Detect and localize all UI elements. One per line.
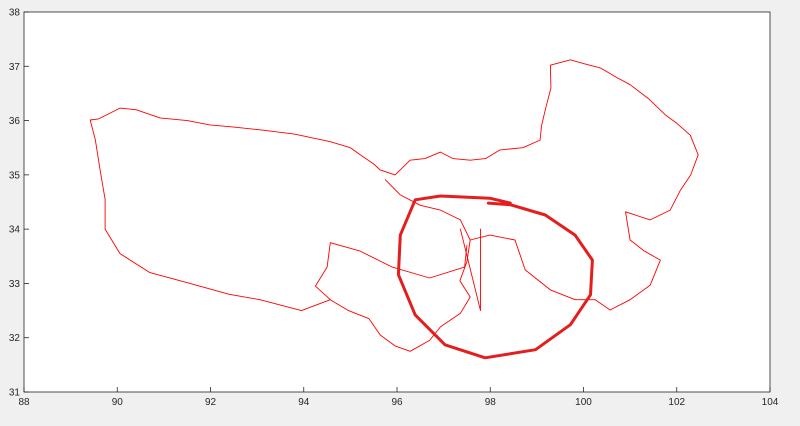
x-tick-label: 102 [668,397,685,408]
y-tick-label: 38 [9,8,21,19]
y-tick-label: 32 [9,333,21,344]
x-tick-label: 92 [205,397,217,408]
y-tick-label: 31 [9,388,21,399]
series-outline-west [89,119,331,312]
x-tick-label: 104 [762,397,779,408]
x-tick-label: 88 [18,397,30,408]
series-inner-lines [459,228,481,312]
y-tick-label: 33 [9,279,21,290]
x-tick-label: 90 [112,397,124,408]
x-tick-label: 100 [575,397,592,408]
series-outline-inner [384,179,471,241]
y-tick-label: 34 [9,225,21,236]
y-tick-label: 36 [9,116,21,127]
x-tick-label: 98 [485,397,497,408]
x-tick-label: 96 [391,397,403,408]
series-outline-main [89,59,699,352]
x-tick-label: 94 [298,397,310,408]
y-tick-label: 37 [9,62,21,73]
y-tick-label: 35 [9,170,21,181]
axes-background [24,12,770,392]
series-annotation-circle [396,194,594,360]
